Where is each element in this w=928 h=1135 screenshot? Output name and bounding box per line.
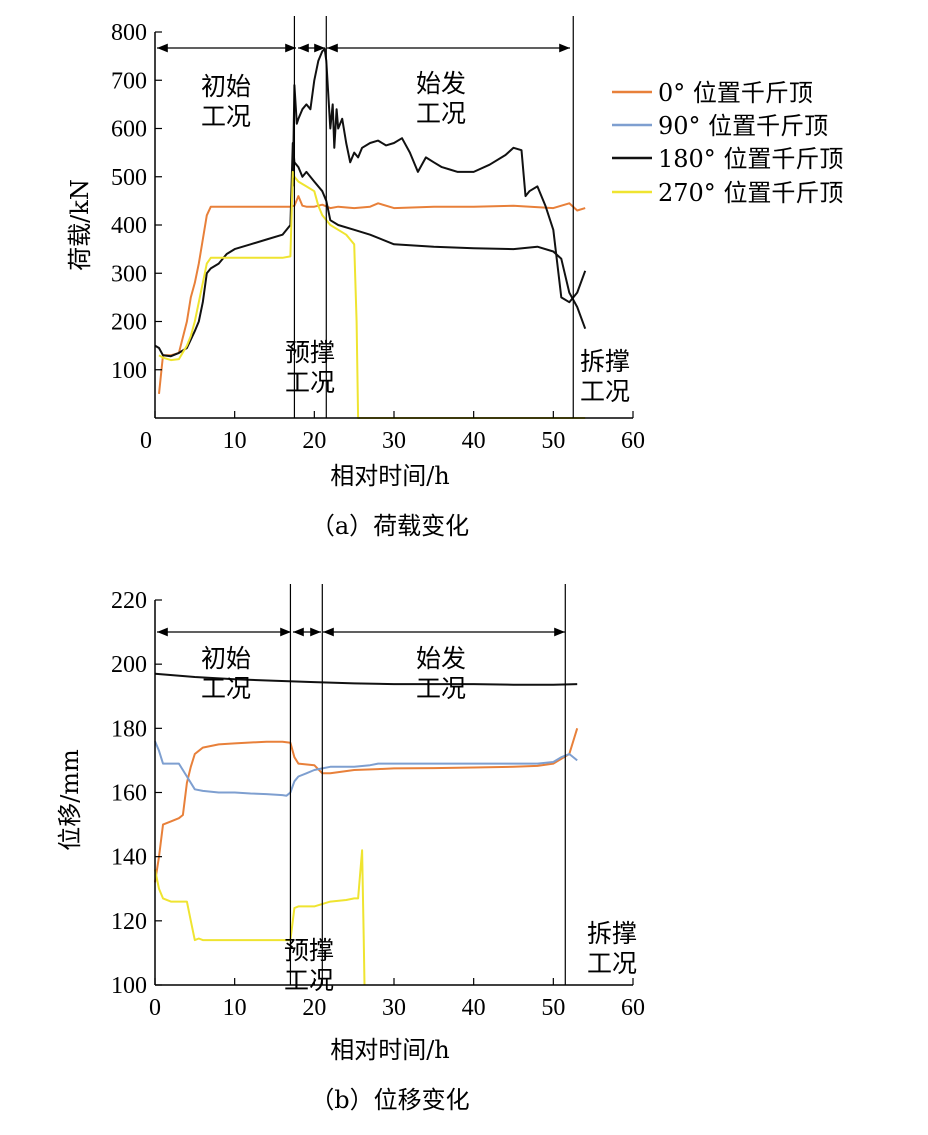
displacement-x-ticks: 0 10 20 30 40 50 60 (149, 978, 645, 1021)
launch-phase-label-b-2: 工况 (416, 674, 466, 703)
load-y-tick-label-2: 300 (111, 261, 147, 287)
load-x-ticks: 10 20 30 40 50 60 (154, 411, 645, 454)
legend-item-180deg: 180° 位置千斤顶 (612, 145, 843, 173)
load-x-tick-label-1: 10 (223, 428, 247, 454)
launch-phase-label: 始发 (416, 69, 466, 98)
initial-phase-label-b: 初始 (201, 644, 251, 673)
displacement-y-tick-label-0: 100 (111, 973, 147, 999)
remove-phase-label-b: 拆撑 (587, 919, 637, 948)
displacement-series-line-1 (154, 740, 578, 797)
load-y-tick-label-5: 600 (111, 117, 147, 143)
prop-phase-label-b: 预撑 (284, 936, 334, 965)
legend-item-0deg: 0° 位置千斤顶 (612, 79, 813, 107)
displacement-caption: （b）位移变化 (310, 1086, 469, 1114)
displacement-x-tick-label-4: 40 (462, 995, 486, 1021)
displacement-series (154, 672, 579, 986)
displacement-series-line-0 (154, 728, 579, 883)
initial-phase-label: 初始 (201, 72, 251, 101)
launch-phase-label-b: 始发 (416, 644, 466, 673)
load-origin-label: 0 (140, 428, 152, 454)
load-x-tick-label-5: 50 (541, 428, 565, 454)
displacement-x-tick-label-3: 30 (382, 995, 406, 1021)
legend-item-90deg: 90° 位置千斤顶 (612, 112, 828, 140)
remove-phase-label: 拆撑 (580, 347, 630, 376)
displacement-series-line-2 (154, 672, 578, 686)
displacement-x-tick-label-2: 20 (302, 995, 326, 1021)
load-series-line-3 (158, 170, 586, 419)
displacement-series-line-3 (154, 849, 366, 986)
displacement-y-tick-label-6: 220 (111, 588, 147, 614)
displacement-x-tick-label-5: 50 (541, 995, 565, 1021)
load-y-tick-label-7: 800 (111, 20, 147, 46)
displacement-plot-area: 100 120 140 160 180 200 220 0 10 20 30 40 50 60 (111, 584, 645, 1021)
load-x-tick-label-2: 20 (302, 428, 326, 454)
load-series-line-1 (154, 142, 587, 358)
legend-label-180deg: 180° 位置千斤顶 (658, 145, 843, 173)
legend: 0° 位置千斤顶 90° 位置千斤顶 180° 位置千斤顶 270° 位置千斤顶 (612, 79, 843, 207)
remove-phase-label-b-2: 工况 (587, 949, 637, 978)
load-series-line-2 (291, 47, 587, 304)
displacement-y-ticks: 100 120 140 160 180 200 220 (111, 588, 162, 999)
load-y-tick-label-0: 100 (111, 358, 147, 384)
displacement-y-tick-label-5: 200 (111, 652, 147, 678)
load-x-tick-label-6: 60 (621, 428, 645, 454)
displacement-y-tick-label-3: 160 (111, 781, 147, 807)
prop-phase-label: 预撑 (285, 338, 335, 367)
legend-item-270deg: 270° 位置千斤顶 (612, 179, 843, 207)
prop-phase-label-2: 工况 (285, 368, 335, 397)
load-y-tick-label-6: 700 (111, 68, 147, 94)
displacement-chart: 100 120 140 160 180 200 220 0 10 20 30 40 50 60 相对时间… (56, 584, 645, 1114)
displacement-x-tick-label-1: 10 (223, 995, 247, 1021)
load-y-tick-label-3: 400 (111, 213, 147, 239)
load-y-tick-label-1: 200 (111, 310, 147, 336)
load-x-tick-label-4: 40 (462, 428, 486, 454)
displacement-x-axis-label: 相对时间/h (330, 1036, 450, 1064)
displacement-phase-lines (289, 584, 566, 985)
launch-phase-label-2: 工况 (416, 99, 466, 128)
initial-phase-label-2: 工况 (201, 102, 251, 131)
legend-label-90deg: 90° 位置千斤顶 (658, 112, 828, 140)
load-x-axis-label: 相对时间/h (330, 462, 450, 490)
load-x-tick-label-3: 30 (382, 428, 406, 454)
displacement-y-axis-label: 位移/mm (56, 749, 84, 851)
displacement-x-tick-label-6: 60 (621, 995, 645, 1021)
load-phase-lines (293, 16, 574, 418)
load-series-line-0 (158, 195, 586, 395)
load-caption: （a）荷载变化 (311, 512, 469, 540)
load-y-tick-label-4: 500 (111, 165, 147, 191)
legend-label-0deg: 0° 位置千斤顶 (658, 79, 813, 107)
initial-phase-label-b-2: 工况 (201, 674, 251, 703)
legend-label-270deg: 270° 位置千斤顶 (658, 179, 843, 207)
load-y-axis-label: 荷载/kN (66, 179, 94, 271)
load-y-ticks: 100 200 300 400 500 600 700 800 (111, 20, 162, 384)
load-plot-area: 100 200 300 400 500 600 700 800 10 20 30 40 50 60 (111, 16, 645, 454)
remove-phase-label-2: 工况 (580, 377, 630, 406)
displacement-y-tick-label-4: 180 (111, 716, 147, 742)
displacement-x-tick-label-0: 0 (149, 995, 161, 1021)
prop-phase-label-b-2: 工况 (284, 966, 334, 995)
displacement-y-tick-label-1: 120 (111, 909, 147, 935)
displacement-y-tick-label-2: 140 (111, 845, 147, 871)
